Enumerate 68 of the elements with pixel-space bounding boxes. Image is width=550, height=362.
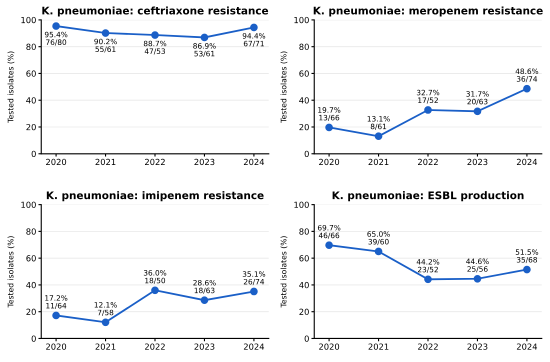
y-tick-label: 20 — [299, 124, 309, 130]
y-tick-label: 0 — [304, 335, 309, 342]
y-tick-label: 80 — [26, 44, 36, 50]
y-tick-label: 60 — [299, 255, 309, 262]
y-tick-label: 80 — [26, 228, 36, 235]
x-tick-label: 2020 — [46, 343, 66, 350]
y-tick-label: 20 — [26, 124, 36, 130]
y-tick-label: 100 — [21, 202, 36, 208]
chart-title: K. pneumoniae: imipenem resistance — [46, 191, 264, 202]
point — [102, 29, 110, 37]
point — [200, 34, 208, 42]
x-tick-label: 2022 — [418, 343, 438, 350]
y-tick-label: 40 — [299, 97, 309, 104]
x-tick-label: 2024 — [244, 158, 264, 166]
x-tick-label: 2023 — [194, 343, 214, 350]
point — [151, 31, 159, 39]
point — [200, 296, 208, 304]
point — [424, 106, 432, 114]
x-tick-label: 2021 — [368, 158, 388, 166]
x-tick-label: 2024 — [516, 158, 538, 166]
point — [374, 248, 382, 256]
point — [250, 24, 258, 32]
x-tick-label: 2024 — [244, 343, 264, 350]
point — [325, 124, 333, 132]
point — [374, 132, 382, 140]
x-tick-label: 2023 — [194, 158, 214, 166]
y-tick-label: 100 — [21, 16, 36, 24]
point — [523, 266, 531, 274]
y-tick-label: 60 — [299, 70, 309, 77]
y-tick-label: 0 — [32, 335, 36, 342]
x-tick-label: 2021 — [96, 343, 116, 350]
y-tick-label: 0 — [32, 150, 36, 158]
y-tick-label: 80 — [299, 44, 309, 50]
y-tick-label: 40 — [299, 282, 309, 288]
point — [102, 318, 110, 326]
x-tick-label: 2020 — [319, 343, 340, 350]
y-tick-label: 60 — [26, 255, 36, 262]
y-tick-label: 80 — [299, 228, 309, 235]
chart-title: K. pneumoniae: ceftriaxone resistance — [42, 6, 268, 17]
x-tick-label: 2021 — [96, 158, 116, 166]
x-tick-label: 2023 — [467, 158, 488, 166]
point — [250, 288, 258, 296]
y-tick-label: 20 — [299, 308, 309, 315]
x-tick-label: 2022 — [145, 343, 165, 350]
point — [52, 22, 60, 30]
point — [325, 241, 333, 249]
x-tick-label: 2023 — [467, 343, 488, 350]
x-tick-label: 2020 — [46, 158, 66, 166]
point — [424, 275, 432, 284]
x-tick-label: 2022 — [418, 158, 438, 166]
y-tick-label: 60 — [26, 70, 36, 77]
x-tick-label: 2021 — [368, 343, 388, 350]
y-tick-label: 0 — [304, 150, 309, 158]
point — [151, 286, 159, 294]
x-tick-label: 2024 — [516, 343, 538, 350]
y-tick-label: 40 — [26, 97, 36, 104]
chart-title: K. pneumoniae: ESBL production — [332, 191, 524, 202]
point — [474, 274, 482, 283]
y-tick-label: 40 — [26, 282, 36, 288]
x-tick-label: 2022 — [145, 158, 165, 166]
y-tick-label: 100 — [294, 202, 309, 208]
point — [523, 84, 531, 93]
chart-title: K. pneumoniae: meropenem resistance — [314, 6, 543, 17]
y-tick-label: 20 — [26, 308, 36, 315]
point — [52, 312, 60, 320]
y-tick-label: 100 — [294, 16, 309, 24]
x-tick-label: 2020 — [319, 158, 340, 166]
point — [474, 108, 482, 116]
